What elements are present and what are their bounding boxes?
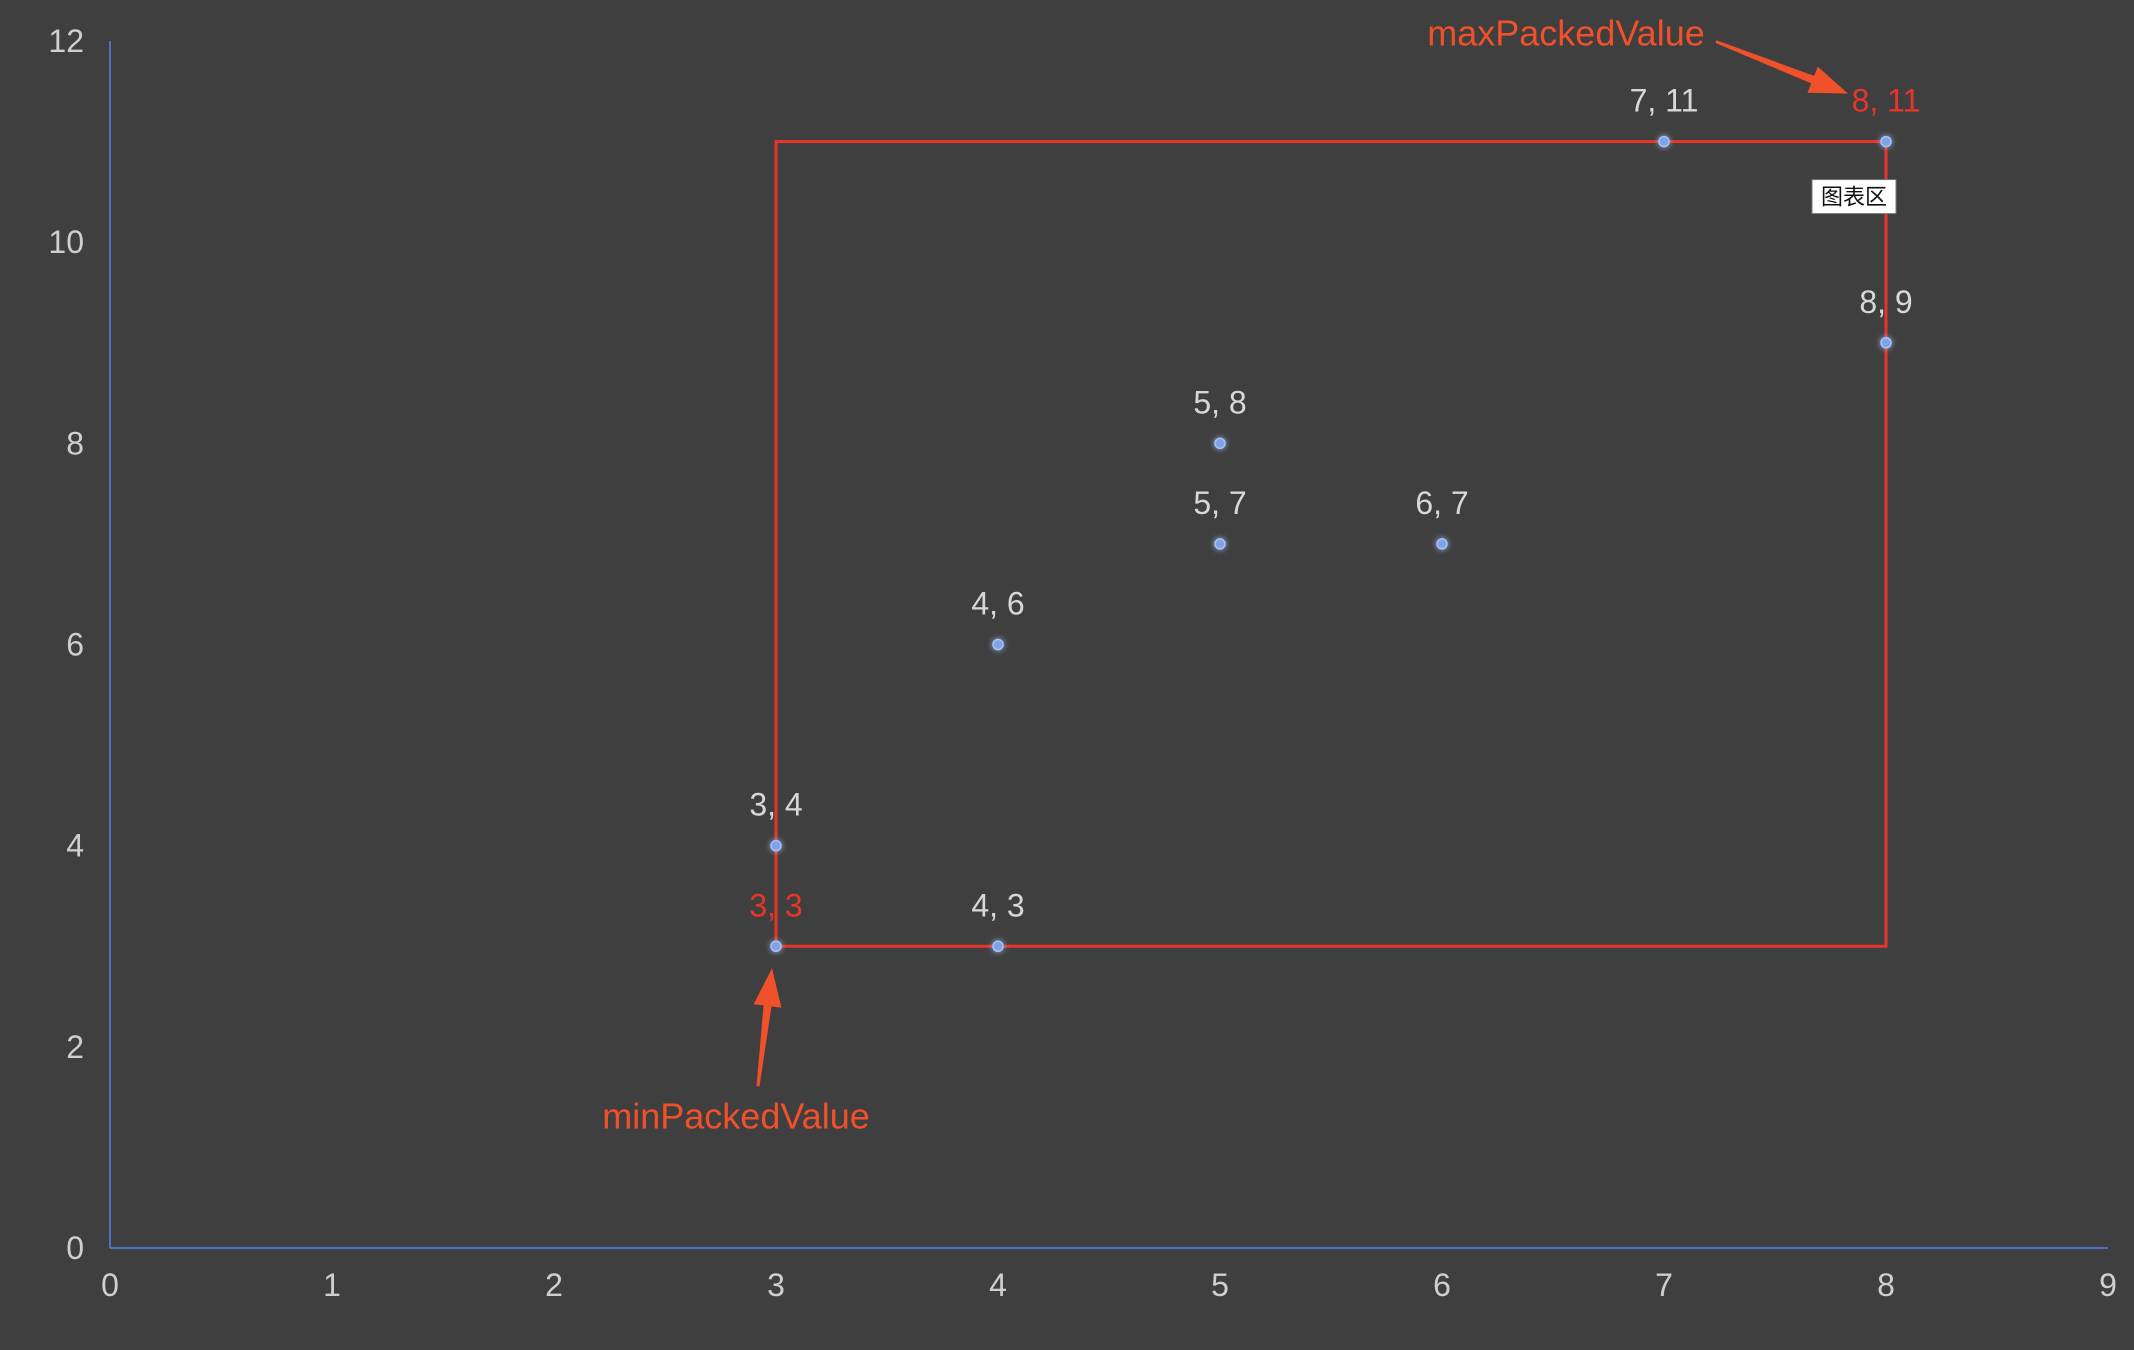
tooltip-box [1811, 179, 1897, 215]
bounding-box-layer [774, 140, 1888, 948]
data-point [992, 638, 1004, 651]
x-tick-label: 7 [1655, 1267, 1673, 1303]
y-tick-label: 2 [66, 1029, 84, 1065]
x-tick-label: 3 [767, 1267, 785, 1303]
x-tick-label: 4 [989, 1267, 1007, 1303]
data-point [1214, 437, 1226, 450]
x-tick-label: 8 [1877, 1267, 1895, 1303]
data-label: 6, 7 [1415, 485, 1468, 521]
data-point [770, 940, 782, 952]
data-label: 5, 7 [1193, 485, 1246, 521]
x-tick-label: 9 [2099, 1267, 2117, 1303]
x-tick-label: 2 [545, 1267, 563, 1303]
data-labels-layer: 3, 3 3, 4 4, 3 4, 6 5, 7 5, 8 6, 7 7, 11 8, 9 8, … [749, 83, 1920, 924]
data-point [770, 839, 782, 852]
y-tick-label: 10 [48, 224, 84, 260]
data-label: 4, 3 [971, 887, 1024, 923]
data-point [1436, 538, 1448, 550]
data-point [1880, 135, 1892, 148]
packed-bounding-box [774, 140, 1888, 948]
data-label: 3, 4 [749, 787, 802, 823]
max-packed-value-arrow [1715, 40, 1848, 94]
axes [109, 41, 2108, 1249]
chart-area-tooltip: 图表区 [1811, 179, 1897, 215]
y-tick-label: 6 [66, 627, 84, 663]
annotations-layer: minPackedValue maxPackedValue [602, 13, 1848, 1136]
data-point [992, 940, 1004, 952]
min-packed-value-label: minPackedValue [602, 1095, 870, 1136]
data-label: 8, 11 [1852, 83, 1921, 119]
data-label: 8, 9 [1859, 284, 1912, 320]
data-label: 5, 8 [1193, 384, 1246, 420]
data-point [1214, 538, 1226, 550]
tooltip-label: 图表区 [1821, 186, 1887, 211]
data-label: 7, 11 [1630, 83, 1699, 119]
x-tick-label: 5 [1211, 1267, 1229, 1303]
x-tick-label: 0 [101, 1267, 119, 1303]
y-tick-label: 4 [66, 828, 84, 864]
data-label: 3, 3 [749, 887, 802, 923]
y-tick-label: 0 [66, 1230, 84, 1266]
max-packed-value-label: maxPackedValue [1427, 13, 1705, 54]
x-tick-label: 1 [323, 1267, 341, 1303]
data-label: 4, 6 [971, 586, 1024, 622]
y-tick-label: 12 [48, 23, 84, 59]
x-tick-label: 6 [1433, 1267, 1451, 1303]
min-packed-value-arrow [753, 968, 782, 1087]
data-point [1658, 135, 1670, 148]
data-point [1880, 337, 1892, 349]
points-layer [770, 135, 1892, 952]
y-tick-label: 8 [66, 425, 84, 461]
